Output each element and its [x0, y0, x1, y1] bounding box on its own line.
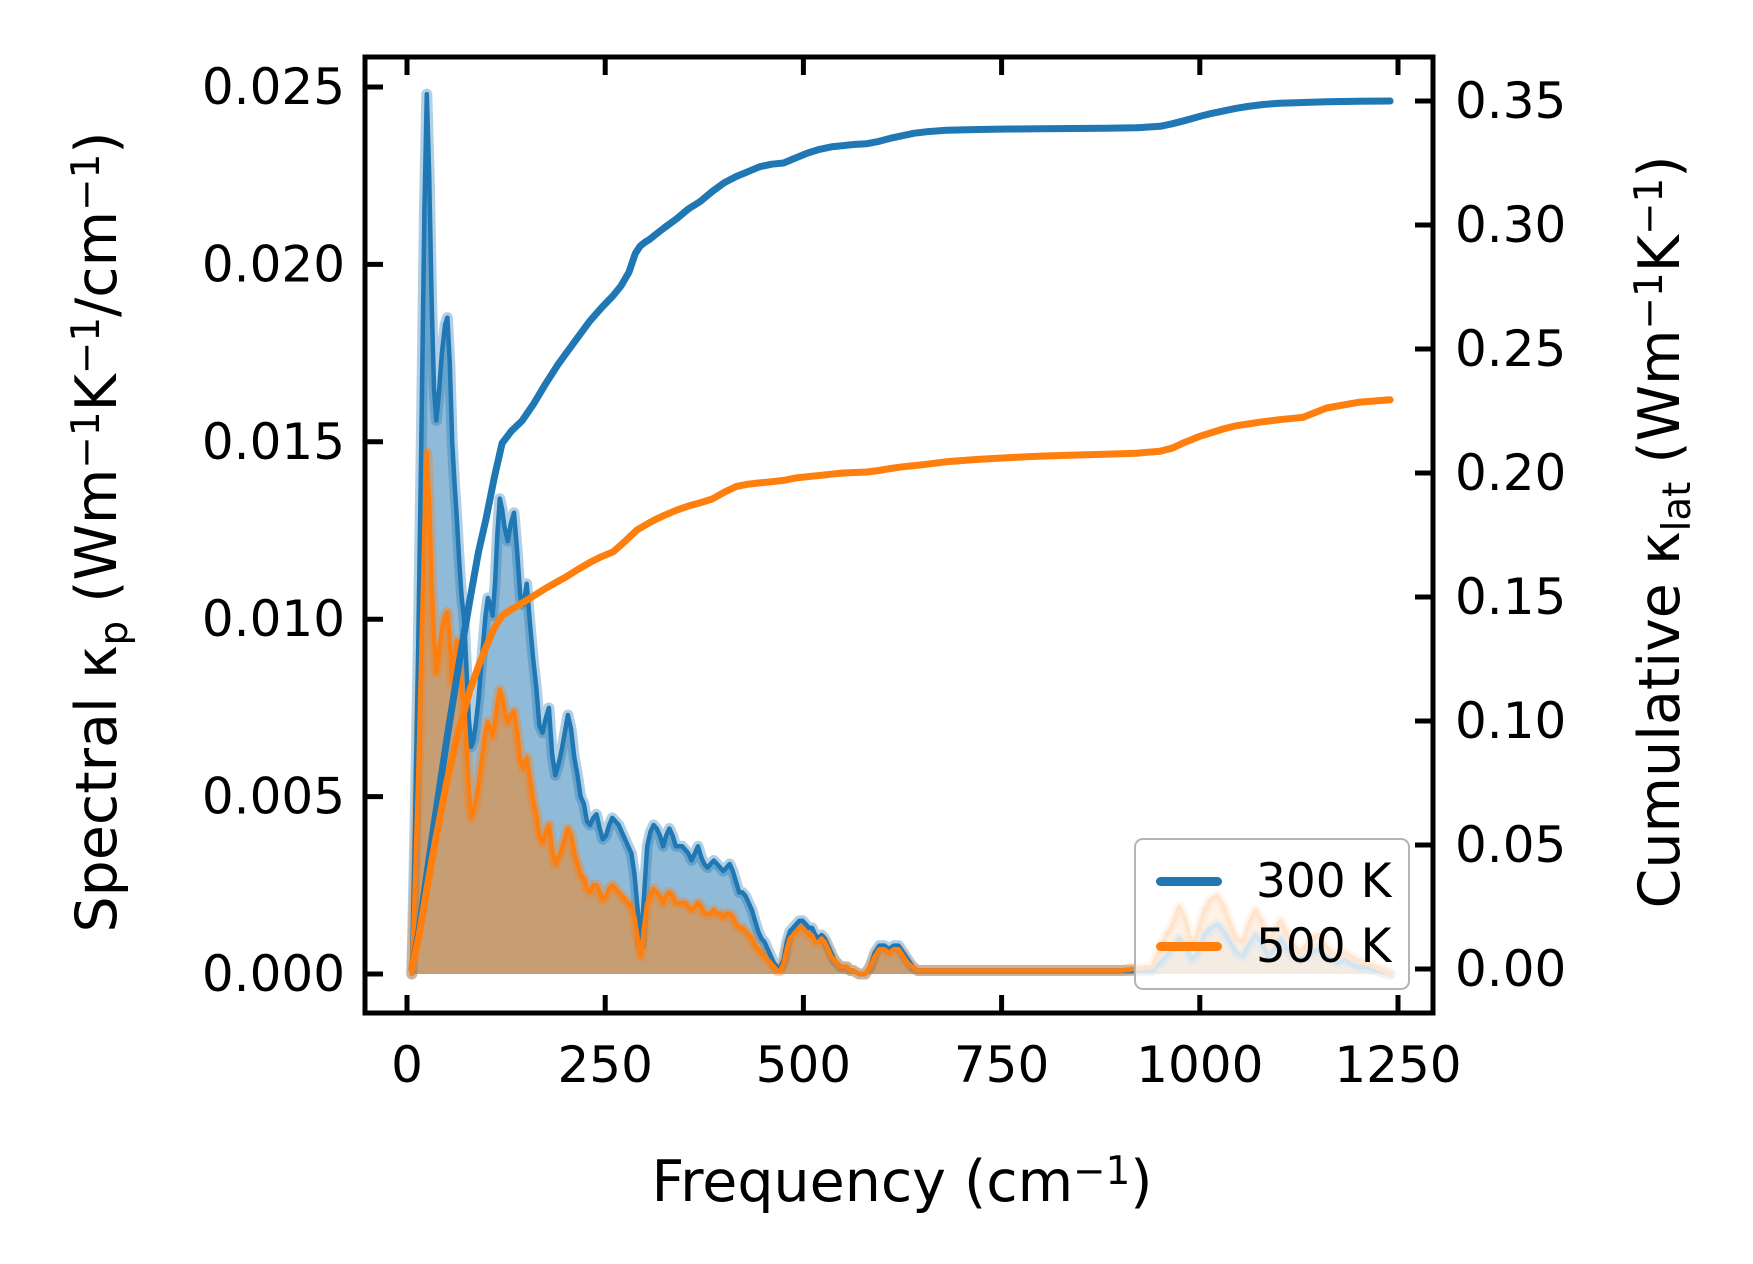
cumulative-300K-line — [408, 97, 1394, 973]
x-tick-label-500: 500 — [756, 1036, 851, 1094]
right-tick-label-0.20: 0.20 — [1455, 444, 1566, 502]
legend-item-500k: 500 K — [1156, 923, 1408, 970]
legend-label-300k: 300 K — [1256, 854, 1392, 909]
legend-swatch-300k — [1156, 877, 1222, 886]
left-tick-label-0.020: 0.020 — [202, 235, 345, 293]
x-tick-label-1250: 1250 — [1334, 1036, 1461, 1094]
x-tick-label-750: 750 — [954, 1036, 1049, 1094]
legend-label-500k: 500 K — [1256, 919, 1392, 974]
left-tick-label-0.005: 0.005 — [202, 768, 345, 826]
left-tick-label-0.000: 0.000 — [202, 945, 345, 1003]
right-tick-label-0.30: 0.30 — [1455, 196, 1566, 254]
x-tick-label-1000: 1000 — [1136, 1036, 1263, 1094]
legend: 300 K 500 K — [1134, 838, 1410, 990]
x-axis-title: Frequency (cm−1) — [651, 1148, 1153, 1215]
right-axis-title: Cumulative κlat (Wm−1K−1) — [1626, 155, 1700, 909]
left-tick-label-0.025: 0.025 — [202, 58, 345, 116]
spectral-500K-fill — [411, 452, 1391, 974]
axes-frame — [362, 54, 1436, 1016]
legend-item-300k: 300 K — [1156, 858, 1408, 905]
right-tick-label-0.00: 0.00 — [1455, 940, 1566, 998]
cumulative-500K-line — [408, 396, 1394, 973]
right-tick-label-0.05: 0.05 — [1455, 816, 1566, 874]
right-tick-label-0.15: 0.15 — [1455, 568, 1566, 626]
left-tick-label-0.010: 0.010 — [202, 590, 345, 648]
legend-swatch-500k — [1156, 942, 1222, 951]
right-tick-label-0.25: 0.25 — [1455, 320, 1566, 378]
left-tick-label-0.015: 0.015 — [202, 413, 345, 471]
left-axis-title: Spectral κp (Wm−1K−1/cm−1) — [63, 131, 137, 933]
right-tick-label-0.35: 0.35 — [1455, 72, 1566, 130]
right-tick-label-0.10: 0.10 — [1455, 692, 1566, 750]
x-tick-label-0: 0 — [391, 1036, 423, 1094]
x-tick-label-250: 250 — [557, 1036, 652, 1094]
